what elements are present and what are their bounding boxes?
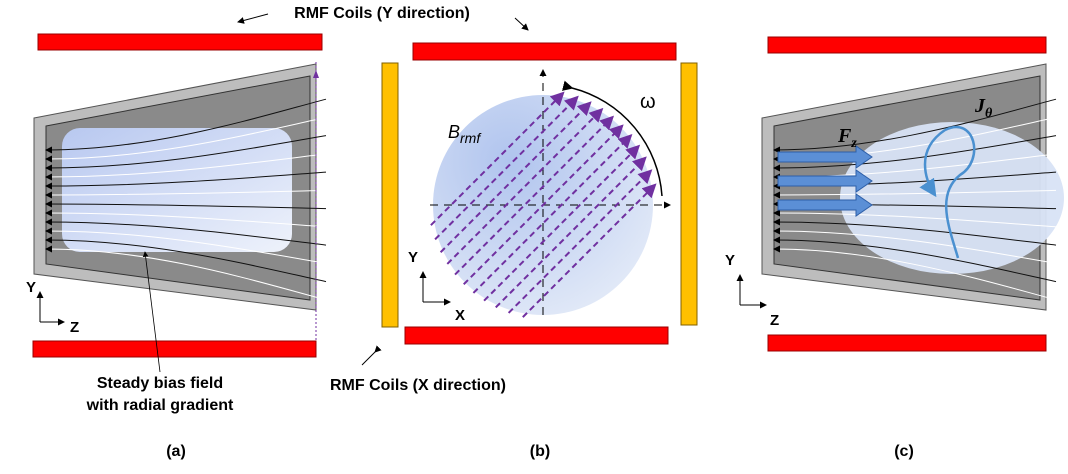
axis-label: X	[455, 307, 465, 324]
pointer	[515, 18, 528, 30]
bias-label: Steady bias field	[97, 375, 223, 392]
coil	[33, 341, 316, 357]
force-sub: z	[850, 136, 857, 151]
plasma	[840, 122, 1064, 274]
axis-label: Z	[70, 319, 79, 336]
bias-label: with radial gradient	[86, 397, 234, 414]
caption: (a)	[166, 443, 186, 460]
diagram: RMF Coils (Y direction) Y Z Steady bias …	[0, 0, 1068, 469]
axis-label: Y	[725, 252, 735, 269]
bias-region	[62, 128, 292, 252]
coil	[38, 34, 322, 50]
field-sub: rmf	[460, 130, 482, 146]
rotation-label: ω	[640, 91, 656, 113]
panel-c: Fz Jθ Y Z (c)	[725, 37, 1064, 460]
caption: (c)	[894, 443, 914, 460]
caption: (b)	[530, 443, 550, 460]
panel-b: ω Brmf Y X RMF Coils (X direction) (b)	[330, 43, 697, 460]
axis-label: Y	[26, 279, 36, 296]
force-symbol: F	[837, 125, 852, 147]
field-symbol: B	[448, 122, 460, 142]
panel-a: Y Z Steady bias field with radial gradie…	[26, 34, 326, 460]
coils-y-label: RMF Coils (Y direction)	[294, 5, 470, 22]
current-sub: θ	[985, 106, 993, 121]
axis-label: Y	[408, 249, 418, 266]
pointer	[238, 14, 268, 22]
coils-x-label: RMF Coils (X direction)	[330, 377, 506, 394]
axis-label: Z	[770, 312, 779, 329]
